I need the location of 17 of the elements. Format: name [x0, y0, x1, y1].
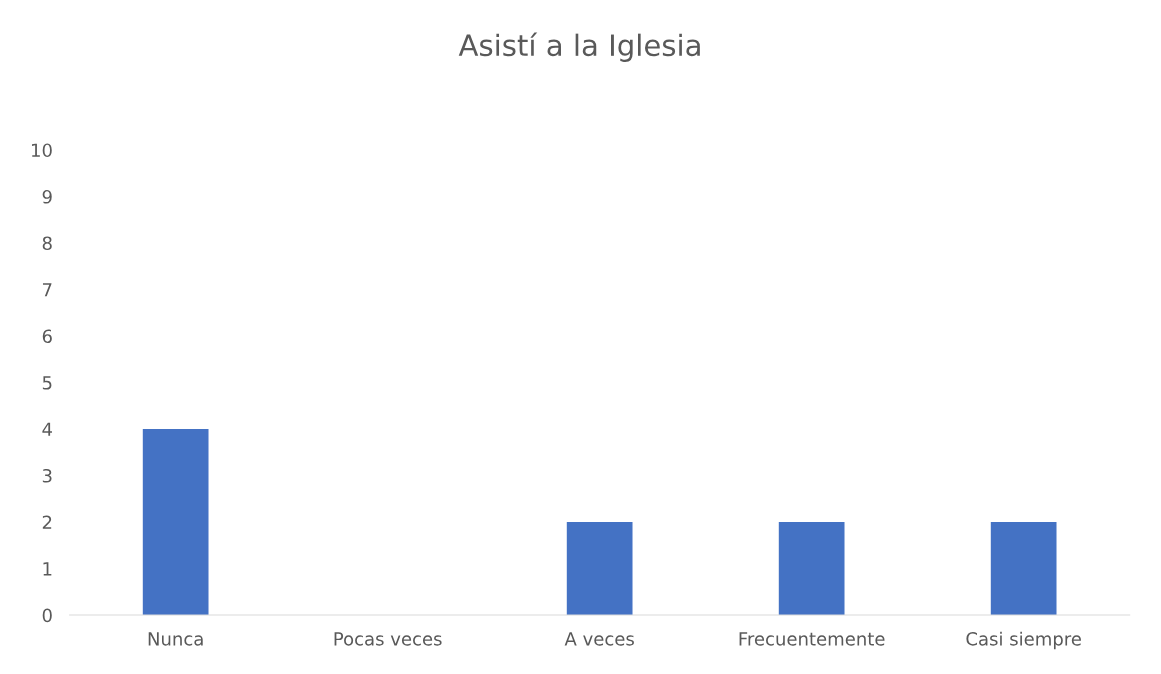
y-tick-label: 2: [42, 515, 52, 529]
x-tick-label: Casi siempre: [966, 631, 1081, 650]
y-tick-label: 0: [42, 608, 52, 623]
y-tick-label: 8: [42, 236, 52, 251]
y-tick-label: 7: [42, 283, 52, 297]
x-tick-label: Frecuentemente: [739, 632, 885, 646]
y-tick-label: 4: [42, 422, 52, 436]
x-tick-label: A veces: [564, 632, 634, 646]
y-tick-label: 1: [43, 562, 52, 576]
y-tick-label: 3: [42, 468, 52, 483]
x-tick-label: Nunca: [148, 632, 203, 646]
chart-title: Asistí a la Iglesia: [458, 32, 700, 62]
x-tick-label: Pocas veces: [334, 632, 442, 646]
y-tick-label: 9: [42, 189, 52, 204]
y-tick-label: 10: [32, 143, 52, 158]
y-tick-label: 6: [42, 329, 52, 344]
y-tick-label: 5: [42, 376, 52, 390]
